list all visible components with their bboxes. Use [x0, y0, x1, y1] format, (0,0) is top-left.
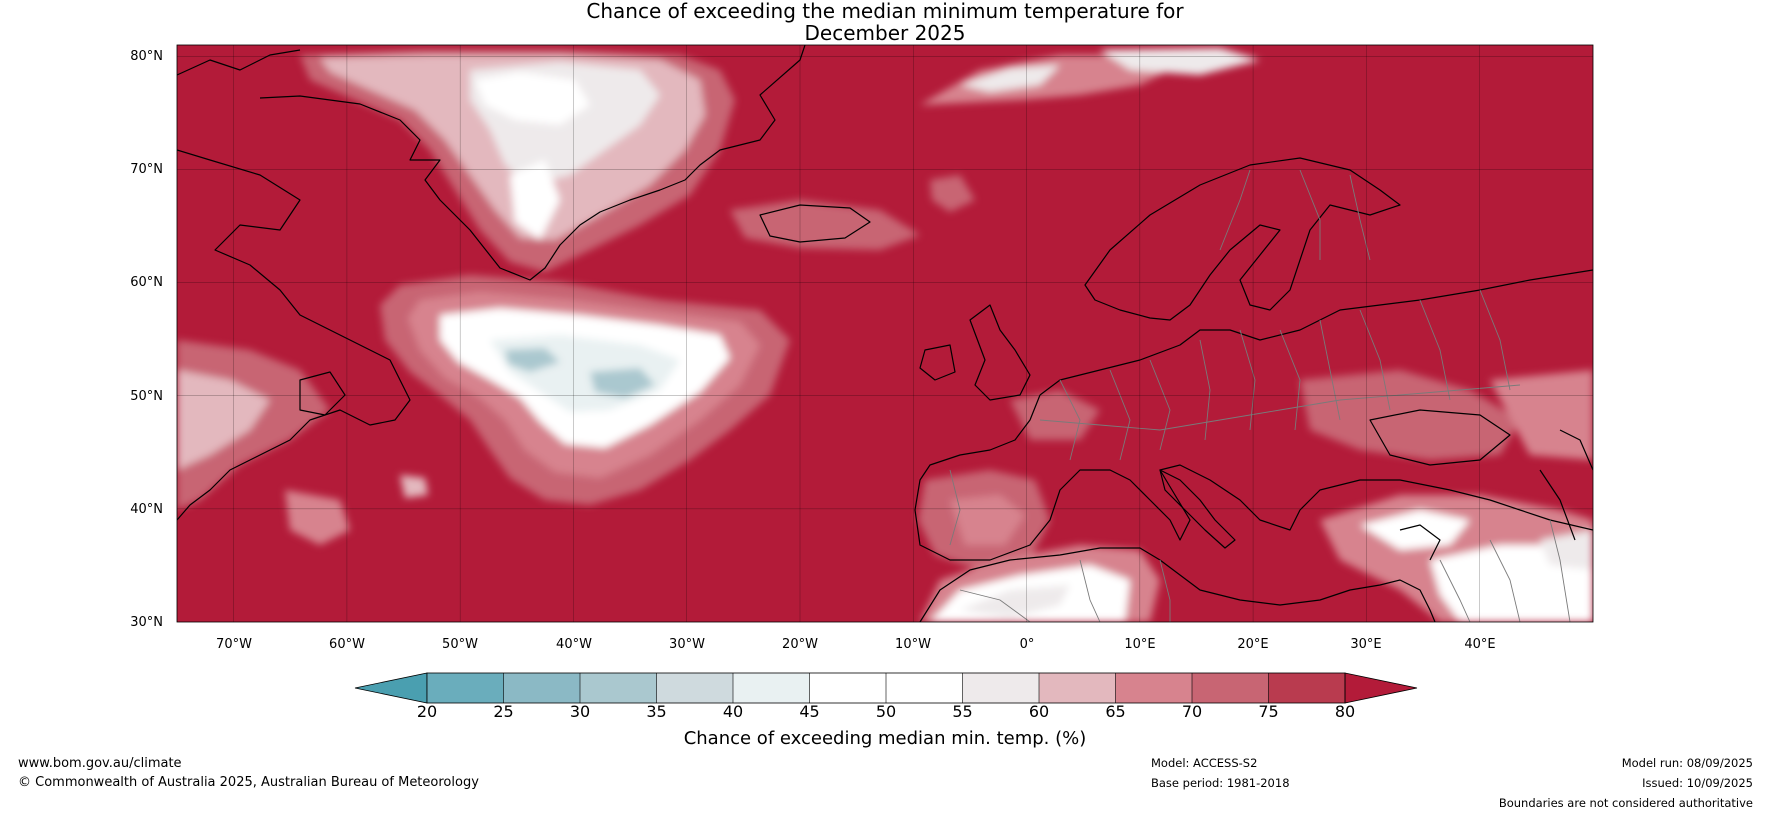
colorbar-low-extension: [354, 672, 428, 704]
british-isles-coast: [919, 304, 1031, 401]
map-frame: [176, 44, 1594, 623]
country-borders: [949, 169, 1571, 622]
footer-model-run: Model run: 08/09/2025: [1621, 756, 1753, 770]
lat-label-50n: 50°N: [130, 389, 163, 404]
atlantic-west-patch: [285, 490, 350, 545]
atlantic-west-small-patch: [400, 475, 428, 498]
footer-issued: Issued: 10/09/2025: [1642, 776, 1753, 790]
colorbar-segment-35-40: [656, 673, 733, 703]
caucasus-65-70: [1490, 370, 1593, 460]
footer-model: Model: ACCESS-S2: [1151, 756, 1258, 770]
colorbar-segment-20-25: [427, 673, 504, 703]
map-title-line2: December 2025: [804, 21, 966, 45]
colorbar-tick-65: 65: [1105, 702, 1126, 721]
norwegian-sea-patch: [930, 175, 975, 212]
colorbar-tick-55: 55: [952, 702, 973, 721]
colorbar-segment-40-45: [733, 673, 810, 703]
iran-55-60: [1540, 530, 1593, 570]
lon-label-70w: 70°W: [216, 637, 252, 652]
colorbar-tick-20: 20: [416, 702, 438, 721]
colorbar: [354, 672, 1418, 704]
greenland-50-55: [475, 72, 590, 125]
footer-website[interactable]: www.bom.gov.au/climate: [18, 756, 182, 771]
arctic-70-75: [920, 55, 1180, 105]
france-70-75: [1010, 390, 1100, 440]
atlantic-30-35-east: [590, 368, 655, 398]
probability-fields: [177, 48, 1593, 622]
colorbar-dividers: [503, 673, 1269, 703]
map-area: [177, 45, 1593, 622]
canada-arctic-coast: [177, 49, 411, 521]
colorbar-segment-60-65: [1039, 673, 1116, 703]
colorbar-tick-75: 75: [1258, 702, 1279, 721]
greenland-south-white: [510, 160, 560, 240]
arctic-north-55-60: [1100, 48, 1260, 75]
footer-copyright: © Commonwealth of Australia 2025, Austra…: [18, 775, 479, 790]
north-africa-55-60: [960, 585, 1070, 618]
colorbar-segment-50-55: [886, 673, 963, 703]
graticule: [177, 45, 1593, 622]
lat-label-60n: 60°N: [130, 275, 163, 290]
north-africa-coast: [919, 547, 1436, 622]
colorbar-tick-30: 30: [569, 702, 591, 721]
atlantic-30-35-west: [505, 348, 560, 372]
colorbar-title: Chance of exceeding median min. temp. (%…: [683, 728, 1087, 749]
colorbar-tick-50: 50: [875, 702, 897, 721]
italy-coast: [1159, 469, 1236, 549]
colorbar-high-extension: [1344, 672, 1418, 704]
colorbar-tick-60: 60: [1028, 702, 1050, 721]
lon-label-0: 0°: [1019, 637, 1035, 652]
levant-coast: [1399, 524, 1441, 561]
coastlines: [177, 45, 1593, 622]
colorbar-tick-35: 35: [646, 702, 667, 721]
black-sea-coast: [1369, 409, 1511, 466]
colorbar-segment-70-75: [1192, 673, 1269, 703]
iceland-coast: [759, 204, 871, 243]
map-title-line1: Chance of exceeding the median minimum t…: [586, 0, 1184, 23]
lat-label-80n: 80°N: [130, 49, 163, 64]
colorbar-tick-40: 40: [722, 702, 744, 721]
scandinavia-coast: [1084, 157, 1401, 321]
labrador-60-65: [177, 370, 270, 470]
lat-label-30n: 30°N: [130, 615, 163, 630]
colorbar-segment-30-35: [580, 673, 657, 703]
lon-label-10w: 10°W: [895, 637, 931, 652]
lon-label-20w: 20°W: [782, 637, 818, 652]
footer-base-period: Base period: 1981-2018: [1151, 776, 1290, 790]
turkey-45-55: [1360, 510, 1470, 550]
colorbar-segment-75-80: [1268, 673, 1345, 703]
colorbar-tick-80: 80: [1334, 702, 1356, 721]
lon-label-60w: 60°W: [329, 637, 365, 652]
lat-label-70n: 70°N: [130, 162, 163, 177]
lat-label-40n: 40°N: [130, 502, 163, 517]
iberia-65-70: [950, 495, 1025, 545]
arctic-55-60: [960, 65, 1060, 92]
colorbar-segment-65-70: [1115, 673, 1192, 703]
footer-disclaimer: Boundaries are not considered authoritat…: [1498, 796, 1753, 810]
colorbar-segment-55-60: [962, 673, 1039, 703]
colorbar-tick-45: 45: [799, 702, 820, 721]
lon-label-50w: 50°W: [442, 637, 478, 652]
lon-label-30e: 30°E: [1350, 637, 1382, 652]
lon-label-20e: 20°E: [1237, 637, 1269, 652]
lon-label-40w: 40°W: [556, 637, 592, 652]
caspian-coast: [1539, 429, 1593, 541]
colorbar-segment-25-30: [503, 673, 580, 703]
greenland-coast: [259, 45, 806, 281]
colorbar-tick-25: 25: [493, 702, 514, 721]
lon-label-30w: 30°W: [669, 637, 705, 652]
lon-label-10e: 10°E: [1124, 637, 1156, 652]
lon-label-40e: 40°E: [1464, 637, 1496, 652]
eastern-europe-70-75: [1300, 370, 1520, 460]
colorbar-tick-70: 70: [1181, 702, 1203, 721]
europe-mainland-coast: [914, 269, 1593, 561]
colorbar-segment-45-50: [809, 673, 886, 703]
newfoundland-coast: [299, 371, 346, 416]
